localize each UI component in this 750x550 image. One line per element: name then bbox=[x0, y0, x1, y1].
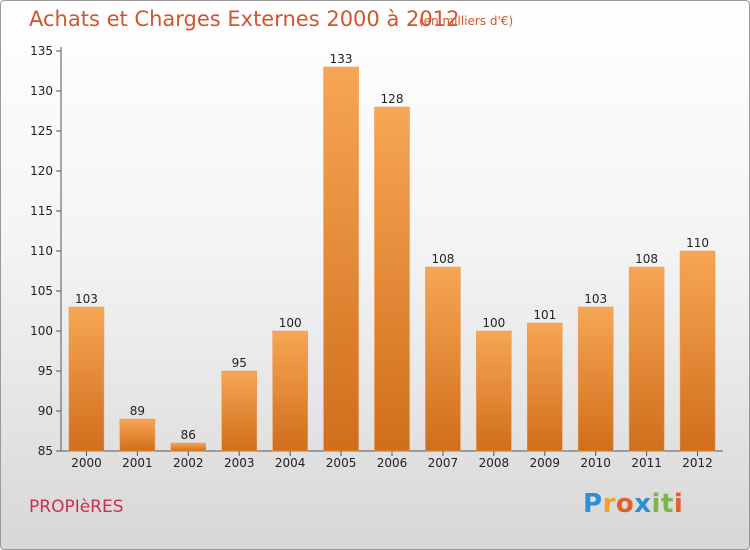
chart-title: Achats et Charges Externes 2000 à 2012 bbox=[29, 7, 460, 31]
x-tick-label: 2003 bbox=[224, 456, 255, 470]
bar-value-label: 100 bbox=[482, 316, 505, 330]
y-tick-label: 130 bbox=[30, 84, 53, 98]
bar bbox=[527, 322, 563, 452]
logo-letter: i bbox=[651, 489, 661, 519]
bar-value-label: 110 bbox=[686, 236, 709, 250]
x-tick-label: 2012 bbox=[682, 456, 713, 470]
bar-value-label: 103 bbox=[75, 292, 98, 306]
x-tick-label: 2005 bbox=[326, 456, 357, 470]
bar-value-label: 101 bbox=[533, 308, 556, 322]
y-tick-label: 100 bbox=[30, 324, 53, 338]
bar bbox=[68, 306, 105, 452]
value-labels: 103 89 86 95 100 133 128 108 100 101 103 108 110 bbox=[75, 52, 709, 442]
logo-letter: P bbox=[583, 489, 603, 519]
y-tick-label: 95 bbox=[38, 364, 53, 378]
y-tick-label: 120 bbox=[30, 164, 53, 178]
chart-subtitle: (en milliers d'€) bbox=[419, 14, 514, 28]
bars bbox=[68, 66, 716, 452]
bar bbox=[628, 266, 665, 452]
bar bbox=[374, 106, 410, 452]
bar bbox=[476, 330, 512, 452]
bar bbox=[119, 418, 156, 452]
bar-value-label: 95 bbox=[232, 356, 247, 370]
logo-letter: i bbox=[673, 489, 684, 519]
y-tick-label: 85 bbox=[38, 444, 53, 458]
y-tick-label: 90 bbox=[38, 404, 53, 418]
bar-value-label: 108 bbox=[635, 252, 658, 266]
bar bbox=[221, 370, 257, 452]
y-tick-label: 115 bbox=[30, 204, 53, 218]
bar-value-label: 128 bbox=[381, 92, 404, 106]
bar bbox=[679, 250, 716, 452]
x-tick-label: 2000 bbox=[71, 456, 102, 470]
bar-value-label: 89 bbox=[130, 404, 145, 418]
bar bbox=[425, 266, 461, 452]
x-tick-label: 2004 bbox=[275, 456, 306, 470]
bar bbox=[577, 306, 614, 452]
commune-name: PROPIèRES bbox=[29, 497, 124, 517]
x-tick-label: 2007 bbox=[428, 456, 459, 470]
logo-letter: r bbox=[602, 489, 616, 519]
bar bbox=[323, 66, 359, 452]
x-tick-label: 2006 bbox=[377, 456, 408, 470]
x-tick-label: 2010 bbox=[580, 456, 611, 470]
x-tick-label: 2001 bbox=[122, 456, 153, 470]
proxiti-logo[interactable]: Proxiti bbox=[583, 489, 683, 519]
bar bbox=[170, 442, 207, 452]
bar-value-label: 103 bbox=[584, 292, 607, 306]
bar-value-label: 86 bbox=[181, 428, 196, 442]
y-tick-label: 125 bbox=[30, 124, 53, 138]
logo-letter: o bbox=[615, 489, 635, 519]
y-tick-label: 135 bbox=[30, 44, 53, 58]
bar bbox=[272, 330, 308, 452]
x-tick-label: 2011 bbox=[631, 456, 662, 470]
x-tick-label: 2002 bbox=[173, 456, 204, 470]
x-tick-label: 2008 bbox=[479, 456, 510, 470]
bar-value-label: 133 bbox=[330, 52, 353, 66]
y-tick-label: 105 bbox=[30, 284, 53, 298]
x-tick-label: 2009 bbox=[529, 456, 560, 470]
logo-letter: t bbox=[660, 489, 674, 519]
y-tick-label: 110 bbox=[30, 244, 53, 258]
logo-letter: x bbox=[634, 489, 652, 519]
bar-value-label: 100 bbox=[279, 316, 302, 330]
bar-value-label: 108 bbox=[431, 252, 454, 266]
axes: 85 90 95 100 105 110 115 120 125 130 135 2000 2001 20… bbox=[30, 44, 723, 470]
